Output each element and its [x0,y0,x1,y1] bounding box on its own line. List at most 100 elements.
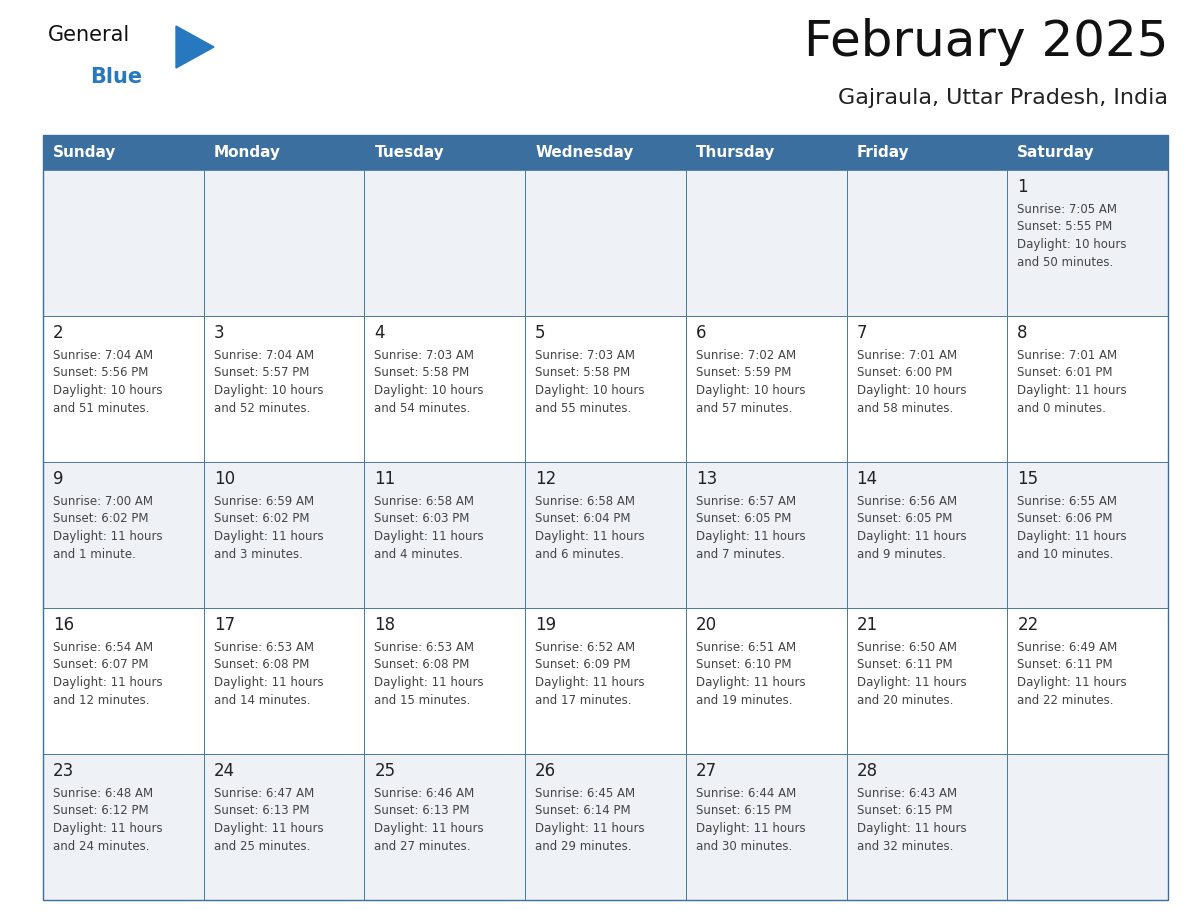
Text: 11: 11 [374,470,396,488]
Bar [847,135,1007,170]
Text: Gajraula, Uttar Pradesh, India: Gajraula, Uttar Pradesh, India [838,88,1168,108]
Bar [43,135,203,170]
Bar [685,170,847,316]
Text: Sunrise: 7:03 AM
Sunset: 5:58 PM
Daylight: 10 hours
and 54 minutes.: Sunrise: 7:03 AM Sunset: 5:58 PM Dayligh… [374,349,484,415]
Bar [1007,754,1168,900]
Bar [847,608,1007,754]
Text: Tuesday: Tuesday [374,145,444,160]
Bar [1007,170,1168,316]
Text: 9: 9 [53,470,63,488]
Bar [685,608,847,754]
Text: 19: 19 [535,616,556,634]
Text: 27: 27 [696,762,718,780]
Text: Sunrise: 7:03 AM
Sunset: 5:58 PM
Daylight: 10 hours
and 55 minutes.: Sunrise: 7:03 AM Sunset: 5:58 PM Dayligh… [535,349,645,415]
Text: Sunrise: 6:58 AM
Sunset: 6:03 PM
Daylight: 11 hours
and 4 minutes.: Sunrise: 6:58 AM Sunset: 6:03 PM Dayligh… [374,495,484,561]
Text: 6: 6 [696,324,707,342]
Bar [685,316,847,462]
Text: Sunrise: 6:47 AM
Sunset: 6:13 PM
Daylight: 11 hours
and 25 minutes.: Sunrise: 6:47 AM Sunset: 6:13 PM Dayligh… [214,787,323,853]
Text: Sunrise: 6:45 AM
Sunset: 6:14 PM
Daylight: 11 hours
and 29 minutes.: Sunrise: 6:45 AM Sunset: 6:14 PM Dayligh… [535,787,645,853]
Text: 14: 14 [857,470,878,488]
Text: General: General [48,25,131,45]
Text: Wednesday: Wednesday [535,145,633,160]
Bar [43,316,203,462]
Bar [365,754,525,900]
Text: 16: 16 [53,616,74,634]
Text: 26: 26 [535,762,556,780]
Text: Sunrise: 6:54 AM
Sunset: 6:07 PM
Daylight: 11 hours
and 12 minutes.: Sunrise: 6:54 AM Sunset: 6:07 PM Dayligh… [53,641,163,707]
Text: 15: 15 [1017,470,1038,488]
Text: 1: 1 [1017,178,1028,196]
Bar [525,316,685,462]
Text: 2: 2 [53,324,64,342]
Text: Sunrise: 6:53 AM
Sunset: 6:08 PM
Daylight: 11 hours
and 14 minutes.: Sunrise: 6:53 AM Sunset: 6:08 PM Dayligh… [214,641,323,707]
Bar [43,135,1168,900]
Bar [525,754,685,900]
Text: Thursday: Thursday [696,145,776,160]
Text: Monday: Monday [214,145,280,160]
Bar [365,316,525,462]
Text: 5: 5 [535,324,545,342]
Text: 13: 13 [696,470,718,488]
Bar [847,170,1007,316]
Text: 20: 20 [696,616,718,634]
Bar [847,316,1007,462]
Bar [203,135,365,170]
Bar [203,462,365,608]
Bar [685,135,847,170]
Text: Sunrise: 6:44 AM
Sunset: 6:15 PM
Daylight: 11 hours
and 30 minutes.: Sunrise: 6:44 AM Sunset: 6:15 PM Dayligh… [696,787,805,853]
Bar [365,608,525,754]
Bar [1007,135,1168,170]
Text: Sunrise: 7:02 AM
Sunset: 5:59 PM
Daylight: 10 hours
and 57 minutes.: Sunrise: 7:02 AM Sunset: 5:59 PM Dayligh… [696,349,805,415]
Bar [43,462,203,608]
Bar [203,754,365,900]
Text: Friday: Friday [857,145,909,160]
Text: Sunrise: 6:53 AM
Sunset: 6:08 PM
Daylight: 11 hours
and 15 minutes.: Sunrise: 6:53 AM Sunset: 6:08 PM Dayligh… [374,641,484,707]
Text: 23: 23 [53,762,74,780]
Text: 8: 8 [1017,324,1028,342]
Bar [203,170,365,316]
Text: Sunrise: 6:59 AM
Sunset: 6:02 PM
Daylight: 11 hours
and 3 minutes.: Sunrise: 6:59 AM Sunset: 6:02 PM Dayligh… [214,495,323,561]
Bar [43,608,203,754]
Bar [685,754,847,900]
Text: Saturday: Saturday [1017,145,1095,160]
Text: 21: 21 [857,616,878,634]
Text: 28: 28 [857,762,878,780]
Bar [525,170,685,316]
Text: 22: 22 [1017,616,1038,634]
Bar [203,608,365,754]
Text: Sunrise: 7:04 AM
Sunset: 5:57 PM
Daylight: 10 hours
and 52 minutes.: Sunrise: 7:04 AM Sunset: 5:57 PM Dayligh… [214,349,323,415]
Bar [685,462,847,608]
Text: Sunrise: 6:49 AM
Sunset: 6:11 PM
Daylight: 11 hours
and 22 minutes.: Sunrise: 6:49 AM Sunset: 6:11 PM Dayligh… [1017,641,1127,707]
Text: Sunrise: 6:58 AM
Sunset: 6:04 PM
Daylight: 11 hours
and 6 minutes.: Sunrise: 6:58 AM Sunset: 6:04 PM Dayligh… [535,495,645,561]
Bar [365,135,525,170]
Text: 18: 18 [374,616,396,634]
Bar [525,135,685,170]
Polygon shape [176,26,214,68]
Text: Sunrise: 7:04 AM
Sunset: 5:56 PM
Daylight: 10 hours
and 51 minutes.: Sunrise: 7:04 AM Sunset: 5:56 PM Dayligh… [53,349,163,415]
Text: Sunrise: 7:05 AM
Sunset: 5:55 PM
Daylight: 10 hours
and 50 minutes.: Sunrise: 7:05 AM Sunset: 5:55 PM Dayligh… [1017,203,1126,268]
Text: 17: 17 [214,616,235,634]
Text: Sunrise: 6:51 AM
Sunset: 6:10 PM
Daylight: 11 hours
and 19 minutes.: Sunrise: 6:51 AM Sunset: 6:10 PM Dayligh… [696,641,805,707]
Bar [1007,462,1168,608]
Text: 12: 12 [535,470,556,488]
Bar [203,316,365,462]
Bar [365,462,525,608]
Text: 25: 25 [374,762,396,780]
Text: Sunrise: 6:57 AM
Sunset: 6:05 PM
Daylight: 11 hours
and 7 minutes.: Sunrise: 6:57 AM Sunset: 6:05 PM Dayligh… [696,495,805,561]
Text: Sunrise: 7:01 AM
Sunset: 6:01 PM
Daylight: 11 hours
and 0 minutes.: Sunrise: 7:01 AM Sunset: 6:01 PM Dayligh… [1017,349,1127,415]
Bar [43,754,203,900]
Text: Sunrise: 6:55 AM
Sunset: 6:06 PM
Daylight: 11 hours
and 10 minutes.: Sunrise: 6:55 AM Sunset: 6:06 PM Dayligh… [1017,495,1127,561]
Text: 4: 4 [374,324,385,342]
Text: Sunrise: 6:50 AM
Sunset: 6:11 PM
Daylight: 11 hours
and 20 minutes.: Sunrise: 6:50 AM Sunset: 6:11 PM Dayligh… [857,641,966,707]
Text: Sunrise: 6:46 AM
Sunset: 6:13 PM
Daylight: 11 hours
and 27 minutes.: Sunrise: 6:46 AM Sunset: 6:13 PM Dayligh… [374,787,484,853]
Text: Sunday: Sunday [53,145,116,160]
Text: Sunrise: 7:01 AM
Sunset: 6:00 PM
Daylight: 10 hours
and 58 minutes.: Sunrise: 7:01 AM Sunset: 6:00 PM Dayligh… [857,349,966,415]
Text: Blue: Blue [90,67,143,87]
Text: 24: 24 [214,762,235,780]
Text: February 2025: February 2025 [803,18,1168,66]
Text: 10: 10 [214,470,235,488]
Bar [1007,316,1168,462]
Text: Sunrise: 6:56 AM
Sunset: 6:05 PM
Daylight: 11 hours
and 9 minutes.: Sunrise: 6:56 AM Sunset: 6:05 PM Dayligh… [857,495,966,561]
Text: Sunrise: 7:00 AM
Sunset: 6:02 PM
Daylight: 11 hours
and 1 minute.: Sunrise: 7:00 AM Sunset: 6:02 PM Dayligh… [53,495,163,561]
Bar [525,608,685,754]
